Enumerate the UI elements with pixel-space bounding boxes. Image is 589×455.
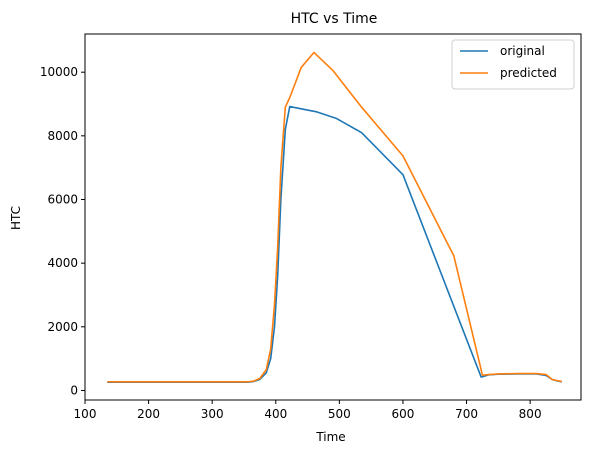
x-tick-label: 300 — [201, 407, 224, 421]
x-axis-label: Time — [315, 430, 345, 444]
x-tick-label: 100 — [74, 407, 97, 421]
series-line-predicted — [107, 51, 563, 383]
plot-frame — [84, 33, 582, 401]
legend-label-original: original — [500, 44, 545, 58]
x-tick-label: 600 — [391, 407, 414, 421]
x-axis: 100 200 300 400 500 600 700 800 — [74, 400, 542, 421]
plot-area — [85, 34, 581, 400]
series-layer — [107, 51, 563, 383]
y-tick-label: 8000 — [47, 129, 78, 143]
y-tick-label: 6000 — [47, 192, 78, 206]
legend-label-predicted: predicted — [500, 66, 557, 80]
y-tick-label: 10000 — [40, 65, 78, 79]
y-tick-label: 4000 — [47, 256, 78, 270]
y-tick-label: 2000 — [47, 320, 78, 334]
y-tick-label: 0 — [70, 383, 78, 397]
x-tick-label: 500 — [328, 407, 351, 421]
legend-box — [451, 39, 575, 90]
x-tick-label: 400 — [264, 407, 287, 421]
y-axis-label: HTC — [9, 206, 23, 230]
y-axis: 0 2000 4000 6000 8000 10000 — [40, 65, 85, 397]
x-tick-label: 700 — [455, 407, 478, 421]
x-tick-label: 200 — [137, 407, 160, 421]
chart-title: HTC vs Time — [291, 11, 378, 27]
legend: original predicted — [451, 39, 575, 90]
x-tick-label: 800 — [519, 407, 542, 421]
